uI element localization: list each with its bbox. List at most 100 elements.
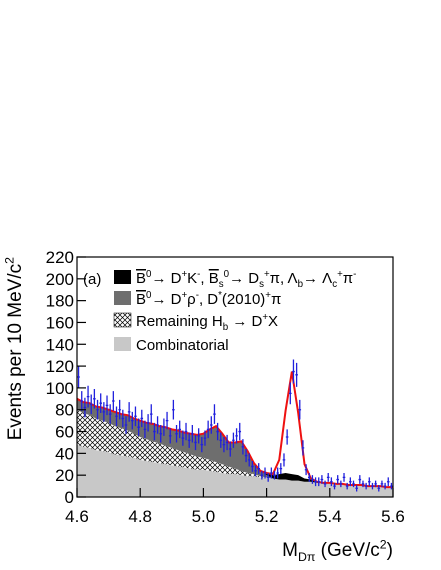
data-point <box>197 428 200 444</box>
text-segment: 0 <box>224 269 230 280</box>
data-point <box>162 418 166 436</box>
text-segment: π <box>271 291 281 308</box>
data-point <box>140 409 144 428</box>
data-point <box>200 437 204 453</box>
legend-label: Combinatorial <box>136 337 229 354</box>
text-segment: 2 <box>380 537 387 551</box>
text-segment: B <box>136 291 146 308</box>
data-point <box>282 453 286 467</box>
data-point <box>386 477 390 487</box>
text-segment: (2010) <box>222 291 265 308</box>
text-segment: + <box>337 269 343 280</box>
data-point <box>257 463 260 475</box>
data-point <box>339 480 343 488</box>
data-point <box>89 394 93 415</box>
text-segment: Combinatorial <box>136 337 229 354</box>
x-tick-label: 5.0 <box>192 507 216 526</box>
y-tick-label: 120 <box>46 357 74 376</box>
panel-label: (a) <box>83 271 101 288</box>
data-point <box>143 420 147 439</box>
stack-area <box>77 444 393 497</box>
data-point <box>83 397 87 418</box>
data-point <box>153 422 156 441</box>
data-point <box>203 430 207 446</box>
plot-area <box>77 359 393 497</box>
data-point <box>317 477 321 487</box>
y-axis-label: Events per 10 MeV/c2 <box>2 257 26 440</box>
data-point <box>96 399 99 420</box>
data-point <box>298 399 302 420</box>
data-point <box>194 434 197 451</box>
text-segment: M <box>282 540 298 561</box>
y-tick-label: 40 <box>55 444 74 463</box>
data-point <box>149 404 153 424</box>
text-segment: b <box>223 322 229 333</box>
data-point <box>159 425 163 443</box>
data-point <box>260 470 264 480</box>
stack-area <box>77 409 393 488</box>
data-point <box>216 422 219 441</box>
data-point <box>228 441 232 457</box>
y-tick-label: 140 <box>46 335 74 354</box>
data-point <box>121 409 125 428</box>
data-point <box>355 485 358 492</box>
data-point <box>380 480 384 488</box>
text-segment: ρ <box>187 291 196 308</box>
legend-swatch <box>114 291 131 305</box>
data-point <box>263 467 267 479</box>
text-segment: - <box>197 269 200 280</box>
text-segment: Remaining H <box>136 313 223 330</box>
text-segment: → Λ <box>303 270 332 287</box>
data-point <box>131 411 134 430</box>
data-point <box>295 362 298 387</box>
text-segment: Events per 10 MeV/c <box>5 264 26 440</box>
legend-label: B0→ D+ρ-, D*(2010)+π <box>136 290 281 308</box>
data-point <box>311 475 314 484</box>
data-point <box>358 475 362 484</box>
data-point <box>301 440 305 456</box>
x-tick-label: 4.8 <box>128 507 152 526</box>
data-point <box>273 470 276 480</box>
data-point <box>254 465 257 477</box>
y-tick-label: 80 <box>55 401 74 420</box>
data-point <box>371 482 374 490</box>
text-segment: → D <box>151 291 181 308</box>
data-point <box>108 404 112 424</box>
y-tick-label: 180 <box>46 292 74 311</box>
text-segment: s <box>259 279 264 290</box>
text-segment: K <box>187 270 197 287</box>
data-point <box>213 404 216 424</box>
data-point <box>77 366 80 388</box>
data-point <box>175 425 178 443</box>
data-point <box>279 463 283 475</box>
data-point <box>320 475 324 484</box>
data-point <box>232 432 235 448</box>
data-point <box>251 461 254 472</box>
data-point <box>270 467 273 479</box>
data-point <box>383 482 387 490</box>
x-tick-label: 5.4 <box>318 507 342 526</box>
data-point <box>374 480 377 488</box>
data-point <box>349 477 352 487</box>
text-segment: + <box>262 312 268 323</box>
data-point <box>330 477 333 487</box>
text-segment: * <box>218 290 222 301</box>
text-segment: (GeV/c <box>315 540 379 561</box>
data-point <box>235 428 238 444</box>
text-segment: - <box>353 269 356 280</box>
y-tick-label: 220 <box>46 248 74 267</box>
text-segment: → D <box>229 270 259 287</box>
data-point <box>178 420 181 439</box>
text-segment: B <box>209 270 219 287</box>
text-segment: , D <box>199 291 218 308</box>
data-point <box>225 434 229 451</box>
data-point <box>118 399 121 420</box>
y-tick-label: 20 <box>55 466 74 485</box>
x-tick-label: 5.6 <box>381 507 405 526</box>
x-tick-label: 4.6 <box>65 507 89 526</box>
y-tick-label: 0 <box>65 488 74 507</box>
text-segment: 0 <box>146 269 152 280</box>
legend-swatch <box>113 312 132 328</box>
